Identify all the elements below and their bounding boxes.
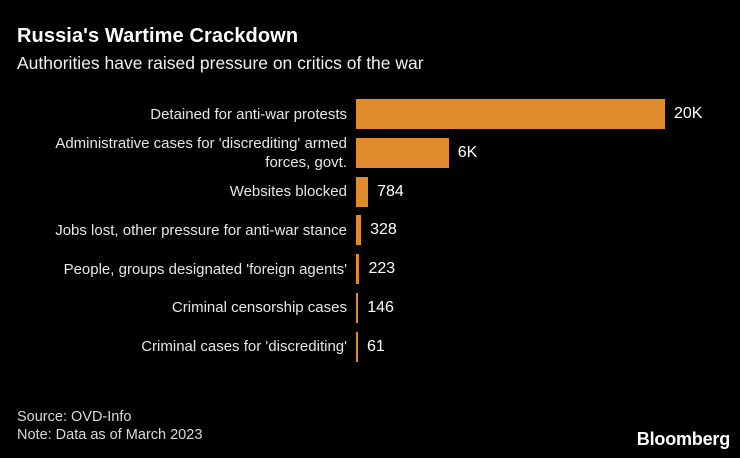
bar <box>356 292 359 323</box>
bar <box>356 137 449 168</box>
bar <box>356 331 358 362</box>
chart-row: Criminal cases for 'discrediting' 61 <box>17 331 730 362</box>
bloomberg-logo: Bloomberg <box>636 429 730 449</box>
value-label: 223 <box>368 260 396 278</box>
chart-row: Websites blocked 784 <box>17 176 730 207</box>
chart-header: Russia's Wartime Crackdown Authorities h… <box>0 0 740 74</box>
value-label: 146 <box>367 298 394 316</box>
bar-track: 20K <box>356 99 730 129</box>
chart-notes: Source: OVD-Info Note: Data as of March … <box>17 409 202 444</box>
category-label: Websites blocked <box>229 183 347 201</box>
chart-row: Criminal censorship cases 146 <box>17 292 730 323</box>
category-label: Detained for anti-war protests <box>150 105 347 123</box>
value-label: 328 <box>370 221 397 239</box>
value-label: 6K <box>457 143 478 161</box>
page-title: Russia's Wartime Crackdown <box>17 25 299 47</box>
bar <box>356 99 665 129</box>
chart-row: Jobs lost, other pressure for anti-war s… <box>17 215 730 246</box>
category-label: Jobs lost, other pressure for anti-war s… <box>55 221 347 239</box>
bar-track: 784 <box>356 176 730 207</box>
chart-row: Administrative cases for 'discrediting' … <box>17 135 730 171</box>
bar-track: 6K <box>356 137 730 168</box>
bar-track: 146 <box>356 292 730 323</box>
bar <box>356 176 369 207</box>
chart-row: People, groups designated 'foreign agent… <box>17 254 730 285</box>
category-label: Administrative cases for 'discrediting' … <box>55 134 347 171</box>
category-label: People, groups designated 'foreign agent… <box>63 260 347 278</box>
bar <box>356 215 362 246</box>
chart-subtitle: Authorities have raised pressure on crit… <box>17 53 424 73</box>
bar-track: 61 <box>356 331 730 362</box>
source-note: Source: OVD-Info <box>17 409 132 425</box>
category-label: Criminal cases for 'discrediting' <box>141 338 347 356</box>
category-label: Criminal censorship cases <box>171 299 347 317</box>
bar-chart: Detained for anti-war protests 20K Adminis… <box>17 99 730 371</box>
value-label: 784 <box>377 182 404 200</box>
bar-track: 328 <box>356 215 730 246</box>
data-note: Note: Data as of March 2023 <box>17 426 203 443</box>
bar <box>356 254 360 285</box>
value-label: 20K <box>674 105 703 122</box>
bar-track: 223 <box>356 254 730 285</box>
chart-row: Detained for anti-war protests 20K <box>17 99 730 129</box>
value-label: 61 <box>367 337 385 355</box>
